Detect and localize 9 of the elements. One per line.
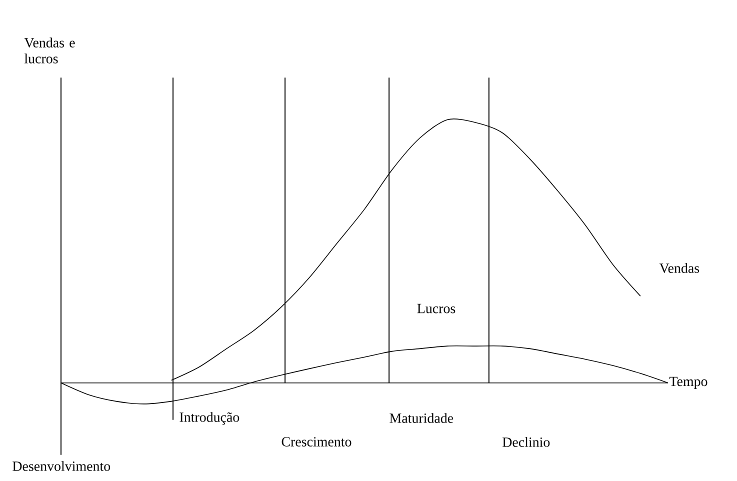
text: Maturidade [390, 413, 454, 423]
text: Declinio [502, 437, 550, 447]
text: Lucros [417, 304, 456, 314]
text: Introdução [180, 412, 240, 425]
x-axis-title: Tempo [669, 376, 708, 389]
text: Desenvolvimento [12, 461, 110, 471]
y-axis-title: Vendas e lucros [24, 38, 75, 64]
text: Crescimento [282, 437, 352, 446]
text: Vendas [659, 263, 700, 273]
